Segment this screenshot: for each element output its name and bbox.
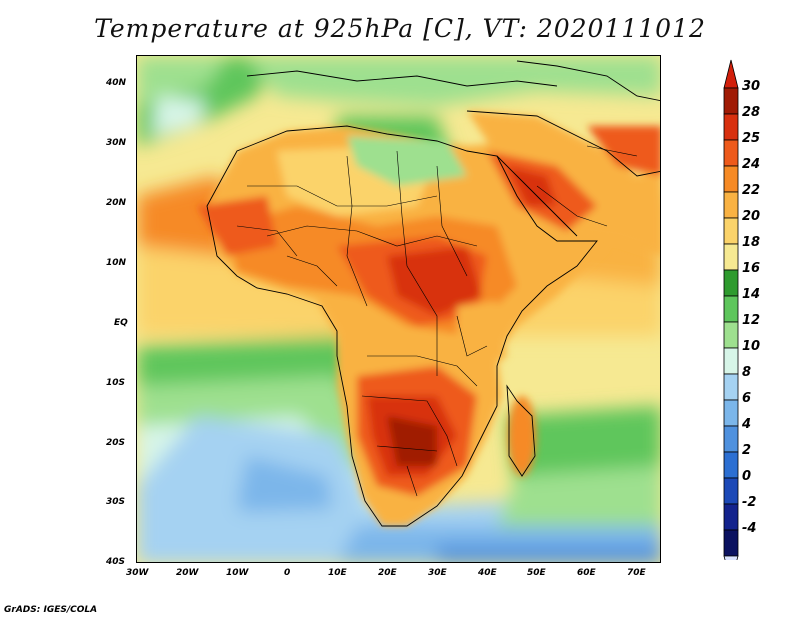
lon-label: 70E xyxy=(627,568,646,578)
lon-label: 30W xyxy=(126,568,149,578)
lat-label: 40N xyxy=(106,78,127,88)
colorbar-swatch xyxy=(723,139,739,167)
colorbar-swatch xyxy=(723,191,739,219)
colorbar-swatch xyxy=(723,113,739,141)
colorbar-label: -2 xyxy=(742,495,757,510)
colorbar-label: 4 xyxy=(742,417,752,432)
colorbar-swatch xyxy=(723,399,739,427)
colorbar-label: 2 xyxy=(742,443,752,458)
lon-label: 0 xyxy=(284,568,291,578)
temperature-map xyxy=(136,55,661,563)
colorbar-swatch xyxy=(723,269,739,297)
lat-label: 30N xyxy=(106,138,127,148)
colorbar-label: -4 xyxy=(742,521,757,536)
colorbar-label: 12 xyxy=(742,313,761,328)
colorbar-label: 24 xyxy=(742,157,761,172)
lat-label: 20N xyxy=(106,198,127,208)
colorbar-swatch xyxy=(723,217,739,245)
colorbar-swatch xyxy=(723,165,739,193)
colorbar-swatch xyxy=(723,373,739,401)
colorbar-swatch xyxy=(723,347,739,375)
lat-label: 10N xyxy=(106,258,127,268)
colorbar-swatch xyxy=(723,295,739,323)
colorbar-swatch xyxy=(723,503,739,531)
colorbar xyxy=(723,59,739,560)
lat-label: 40S xyxy=(106,557,126,567)
lat-label: 20S xyxy=(106,438,126,448)
lon-label: 20E xyxy=(378,568,397,578)
lon-label: 30E xyxy=(428,568,447,578)
lat-label: 10S xyxy=(106,378,126,388)
colorbar-under-triangle xyxy=(723,555,739,560)
colorbar-label: 25 xyxy=(742,131,761,146)
colorbar-swatch xyxy=(723,477,739,505)
colorbar-label: 18 xyxy=(742,235,761,250)
colorbar-label: 16 xyxy=(742,261,761,276)
colorbar-swatch xyxy=(723,87,739,115)
colorbar-label: 22 xyxy=(742,183,761,198)
colorbar-label: 6 xyxy=(742,391,752,406)
colorbar-swatch xyxy=(723,243,739,271)
colorbar-label: 20 xyxy=(742,209,761,224)
colorbar-swatch xyxy=(723,529,739,557)
colorbar-swatch xyxy=(723,451,739,479)
lon-label: 10W xyxy=(226,568,249,578)
lon-label: 10E xyxy=(328,568,347,578)
map-title: Temperature at 925hPa [C], VT: 202011101… xyxy=(94,14,706,43)
colorbar-label: 28 xyxy=(742,105,761,120)
temperature-field xyxy=(137,56,660,562)
colorbar-label: 30 xyxy=(742,79,761,94)
lat-label: EQ xyxy=(114,318,128,328)
colorbar-swatch xyxy=(723,425,739,453)
colorbar-swatch xyxy=(723,321,739,349)
lon-label: 40E xyxy=(478,568,497,578)
colorbar-label: 10 xyxy=(742,339,761,354)
colorbar-label: 0 xyxy=(742,469,752,484)
credit-text: GrADS: IGES/COLA xyxy=(4,605,98,615)
colorbar-over-triangle xyxy=(723,59,739,89)
lon-label: 20W xyxy=(176,568,199,578)
lat-label: 30S xyxy=(106,497,126,507)
colorbar-label: 14 xyxy=(742,287,761,302)
colorbar-label: 8 xyxy=(742,365,752,380)
lon-label: 60E xyxy=(577,568,596,578)
lon-label: 50E xyxy=(527,568,546,578)
